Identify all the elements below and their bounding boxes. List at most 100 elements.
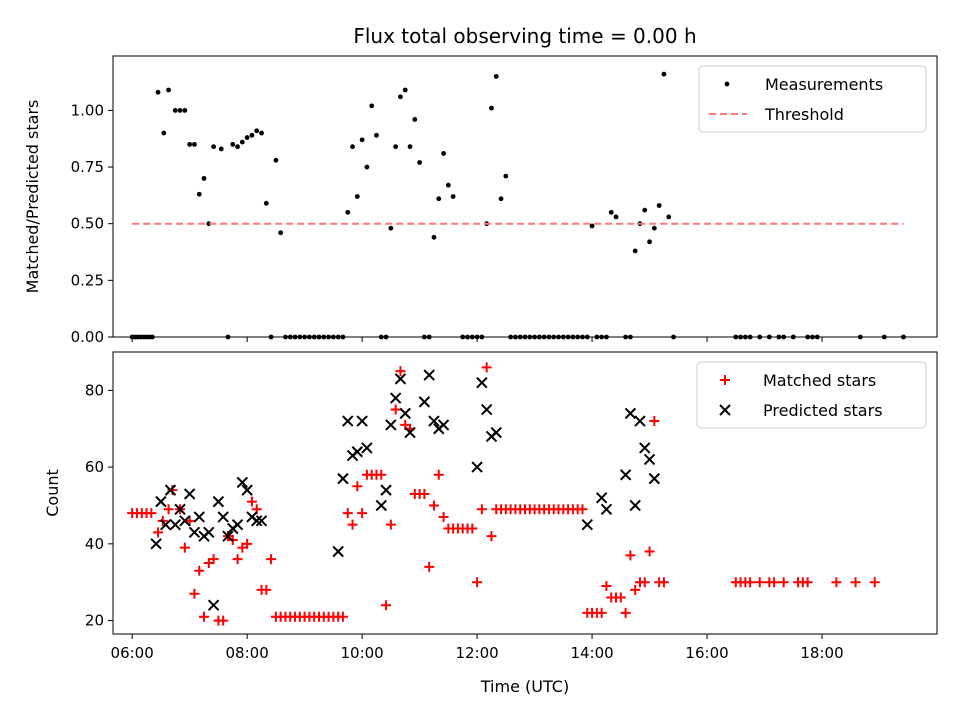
series-measurements [129, 71, 906, 340]
data-point [594, 334, 600, 340]
data-point [438, 511, 449, 522]
data-point [620, 607, 631, 618]
data-point [192, 141, 197, 147]
data-point [467, 523, 478, 534]
data-point [244, 135, 250, 140]
data-point [460, 334, 466, 340]
data-point [632, 248, 638, 254]
data-point [354, 194, 360, 199]
data-point [445, 182, 451, 188]
data-point [424, 561, 435, 572]
data-point [810, 334, 815, 340]
data-point [356, 415, 368, 427]
data-point [225, 334, 231, 340]
data-point [187, 141, 193, 147]
data-point [183, 488, 196, 500]
data-point [361, 442, 373, 454]
data-point [337, 611, 348, 622]
data-point [330, 334, 336, 340]
legend-box [696, 361, 927, 429]
data-point [268, 334, 274, 340]
data-point [560, 334, 566, 340]
data-point [498, 196, 504, 202]
data-point [465, 334, 470, 340]
data-point [469, 334, 475, 340]
data-point [658, 577, 669, 588]
legend-marker-symbol [719, 404, 731, 416]
data-point [643, 453, 656, 466]
legend: Measurements Threshold [698, 65, 927, 133]
data-point [581, 518, 593, 531]
y-tick-label: 20 [85, 612, 104, 630]
data-point [486, 531, 497, 542]
data-point [589, 223, 595, 229]
data-point [656, 203, 662, 208]
data-point [311, 334, 317, 340]
data-point [278, 230, 284, 236]
y-tick-label: 0.00 [71, 328, 104, 346]
data-point [385, 419, 397, 431]
data-point [340, 334, 346, 340]
data-point [254, 128, 260, 134]
data-point [402, 87, 408, 93]
data-point [630, 584, 641, 595]
data-point [188, 526, 201, 539]
data-point [179, 542, 190, 553]
chart-title: Flux total observing time = 0.00 h [353, 24, 696, 48]
y-tick-label: 80 [85, 381, 104, 399]
data-point [428, 500, 439, 511]
legend-label: Predicted stars [763, 401, 883, 420]
data-point [805, 334, 811, 340]
data-point [287, 334, 293, 340]
data-point [493, 73, 499, 79]
data-point [246, 496, 257, 507]
data-point [394, 373, 407, 385]
data-point [757, 334, 763, 340]
data-point [649, 416, 660, 427]
x-tick-label: 14:00 [570, 644, 613, 662]
data-point [647, 239, 652, 245]
data-point [395, 366, 406, 377]
data-point [211, 144, 217, 150]
data-point [149, 334, 155, 340]
data-point [831, 577, 842, 588]
data-point [380, 484, 392, 496]
data-point [207, 599, 220, 611]
data-point [418, 396, 431, 408]
data-point [263, 200, 269, 206]
data-point [393, 144, 399, 150]
data-point [326, 334, 331, 340]
data-point [624, 407, 637, 420]
data-point [580, 334, 585, 340]
data-point [251, 515, 263, 527]
data-point [376, 469, 387, 480]
data-point [790, 334, 796, 340]
data-point [619, 469, 632, 481]
data-point [661, 71, 667, 77]
data-point [337, 472, 349, 485]
data-point [629, 499, 641, 512]
data-point [332, 545, 344, 558]
y-tick-label: 1.00 [71, 101, 104, 119]
data-point [623, 334, 629, 340]
data-point [671, 334, 676, 340]
data-point [201, 175, 207, 181]
data-point [388, 225, 394, 231]
data-point [648, 472, 661, 485]
data-point [769, 577, 780, 588]
data-point [570, 334, 576, 340]
data-point [625, 550, 636, 561]
series-matched-stars [127, 362, 880, 626]
data-point [600, 503, 613, 516]
data-point [881, 334, 887, 340]
data-point [417, 160, 423, 165]
data-point [532, 334, 537, 340]
data-point [604, 334, 609, 340]
data-point [389, 392, 402, 404]
data-point [292, 334, 298, 340]
data-point [166, 87, 171, 93]
data-point [273, 157, 279, 163]
data-point [163, 504, 174, 515]
x-tick-label: 16:00 [685, 644, 728, 662]
data-point [335, 334, 341, 340]
